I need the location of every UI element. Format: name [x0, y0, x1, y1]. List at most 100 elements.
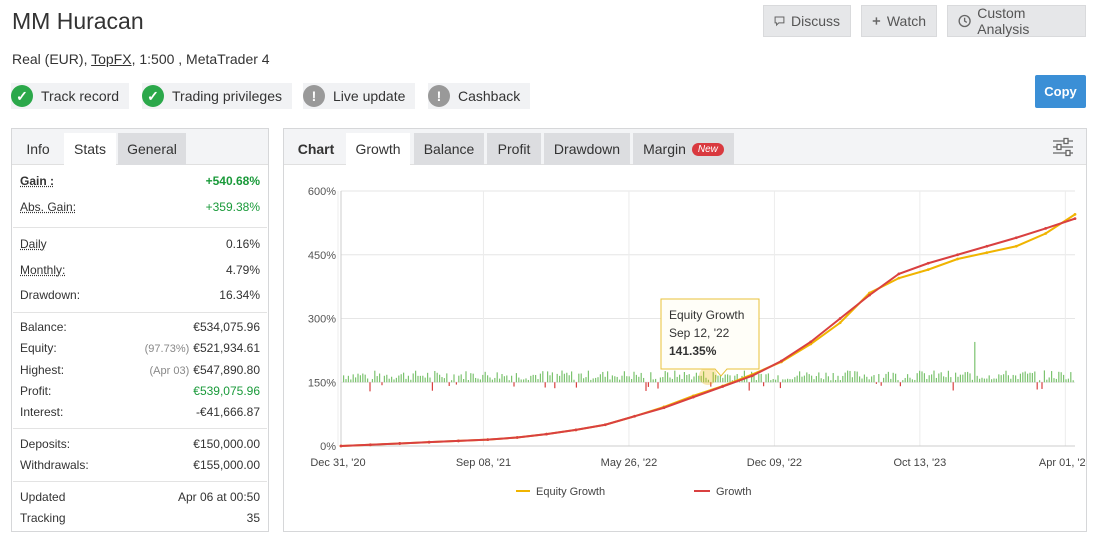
profit-bar-positive [693, 376, 695, 383]
data-point [1014, 236, 1018, 240]
data-point [339, 444, 343, 448]
y-tick-label: 0% [320, 441, 336, 453]
data-point [662, 406, 666, 410]
copy-button[interactable]: Copy [1035, 75, 1086, 108]
stat-highest: Highest: (Apr 03) €547,890.80 [20, 360, 260, 380]
data-point [545, 432, 548, 436]
profit-bar-positive [379, 373, 381, 383]
profit-bar-negative [1041, 382, 1043, 389]
profit-bar-positive [835, 379, 837, 383]
data-point [985, 251, 989, 255]
tab-chart[interactable]: Chart [297, 141, 335, 157]
profit-bar-positive [664, 371, 666, 383]
profit-bar-positive [775, 379, 777, 383]
tab-profit[interactable]: Profit [487, 133, 541, 165]
stat-value: €547,890.80 [193, 363, 260, 377]
tab-info[interactable]: Info [26, 141, 50, 157]
data-point [515, 436, 519, 439]
x-tick-label: Oct 13, '23 [893, 457, 946, 469]
profit-bar-positive [868, 379, 870, 383]
tab-balance[interactable]: Balance [414, 133, 484, 165]
profit-bar-positive [568, 375, 570, 383]
profit-bar-positive [712, 372, 714, 383]
profit-bar-positive [878, 374, 880, 383]
profit-bar-positive [993, 378, 995, 383]
profit-bar-negative [381, 382, 383, 386]
stat-label[interactable]: Monthly: [20, 263, 66, 277]
profit-bar-positive [343, 375, 345, 383]
data-point [574, 428, 578, 432]
profit-bar-positive [626, 376, 628, 383]
stat-value: 0.16% [225, 237, 260, 251]
profit-bar-positive [1012, 374, 1014, 383]
tooltip-title: Equity Growth [669, 308, 744, 322]
profit-bar-positive [767, 373, 769, 383]
tab-stats[interactable]: Stats [64, 133, 116, 165]
profit-bar-positive [830, 380, 832, 383]
y-tick-label: 300% [308, 314, 336, 326]
profit-bar-positive [979, 378, 981, 383]
data-point [427, 440, 431, 444]
profit-bar-positive [585, 377, 587, 383]
profit-bar-positive [707, 379, 709, 383]
profit-bar-positive [686, 374, 688, 383]
profit-bar-positive [643, 377, 645, 383]
tab-growth[interactable]: Growth [346, 133, 410, 165]
profit-bar-positive [851, 377, 853, 383]
profit-bar-positive [458, 375, 460, 383]
profit-bar-positive [976, 375, 978, 383]
badge-label: Cashback [458, 88, 521, 104]
profit-bar-positive [674, 370, 676, 383]
data-point [985, 244, 989, 248]
profit-bar-positive [491, 379, 493, 383]
profit-bar-positive [532, 374, 534, 383]
profit-bar-positive [611, 375, 613, 383]
stat-label[interactable]: Gain : [20, 174, 55, 188]
profit-bar-positive [441, 377, 443, 383]
profit-bar-positive [827, 376, 829, 383]
profit-bar-positive [520, 379, 522, 383]
broker-link[interactable]: TopFX [91, 51, 132, 67]
profit-bar-positive [823, 379, 825, 383]
profit-bar-positive [561, 370, 563, 383]
stat-label[interactable]: Abs. Gain: [20, 200, 77, 214]
profit-bar-positive [825, 372, 827, 383]
watch-button[interactable]: Watch [861, 5, 937, 37]
settings-sliders-icon[interactable] [1052, 137, 1074, 157]
profit-bar-positive [359, 375, 361, 383]
profit-bar-positive [885, 373, 887, 383]
profit-bar-positive [376, 376, 378, 383]
chart-panel: Chart Growth Balance Profit Drawdown Mar… [283, 128, 1087, 532]
profit-bar-positive [746, 378, 748, 383]
profit-bar-positive [403, 372, 405, 383]
profit-bar-positive [592, 378, 594, 383]
profit-bar-positive [995, 378, 997, 383]
profit-bar-positive [729, 375, 731, 383]
discuss-button[interactable]: Discuss [763, 5, 851, 37]
profit-bar-negative [657, 382, 659, 389]
stat-label[interactable]: Daily [20, 237, 47, 251]
profit-bar-positive [911, 379, 913, 383]
tab-drawdown[interactable]: Drawdown [544, 133, 630, 165]
profit-bar-positive [971, 379, 973, 383]
tab-margin[interactable]: Margin New [633, 133, 734, 165]
stat-daily: Daily 0.16% [20, 234, 260, 254]
stat-label: Interest: [20, 405, 64, 419]
profit-bar-positive [571, 371, 573, 383]
profit-bar-positive [743, 370, 745, 383]
profit-bar-positive [357, 373, 359, 383]
profit-bar-positive [983, 378, 985, 383]
profit-bar-positive [974, 341, 976, 383]
stat-monthly: Monthly: 4.79% [20, 260, 260, 280]
profit-bar-positive [640, 372, 642, 383]
profit-bar-positive [352, 374, 354, 383]
profit-bar-positive [443, 378, 445, 383]
custom-analysis-button[interactable]: Custom Analysis [947, 5, 1086, 37]
profit-bar-positive [482, 374, 484, 383]
tab-general[interactable]: General [118, 133, 186, 165]
profit-bar-positive [1027, 373, 1029, 383]
stat-label: Deposits: [20, 437, 71, 451]
profit-bar-positive [782, 379, 784, 383]
profit-bar-positive [842, 375, 844, 383]
profit-bar-positive [859, 376, 861, 383]
